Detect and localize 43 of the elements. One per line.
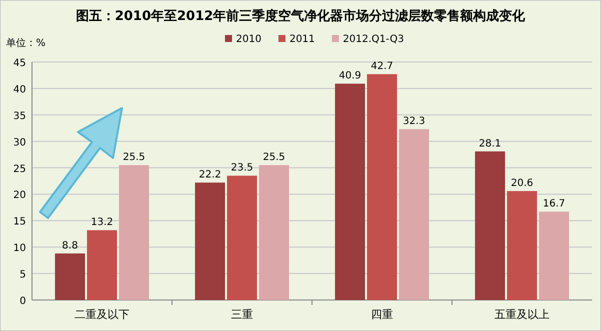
- bar: [119, 165, 149, 300]
- x-tick-label: 三重: [231, 308, 253, 321]
- y-tick-label: 20: [13, 190, 26, 202]
- bar: [367, 74, 397, 300]
- x-tick-label: 四重: [371, 308, 393, 321]
- text: 单位：%: [6, 37, 46, 49]
- chart-title: 图五：2010年至2012年前三季度空气净化器市场分过滤层数零售额构成变化: [76, 8, 526, 24]
- y-tick-label: 45: [13, 58, 26, 69]
- data-label: 8.8: [62, 240, 78, 252]
- bar: [399, 129, 429, 300]
- data-label: 42.7: [370, 61, 394, 72]
- bar: [507, 191, 537, 300]
- bar: [195, 182, 225, 300]
- legend-label: 2010: [236, 34, 262, 45]
- data-label: 20.6: [510, 178, 534, 190]
- y-tick-label: 0: [20, 296, 26, 307]
- data-label: 40.9: [338, 70, 362, 82]
- y-tick-label: 10: [13, 243, 26, 254]
- bar: [475, 151, 505, 300]
- data-label: 32.3: [402, 116, 426, 128]
- data-label: 25.5: [122, 152, 146, 164]
- data-label: 13.2: [90, 217, 114, 228]
- data-label: 28.1: [478, 138, 502, 150]
- legend-label: 2011: [289, 34, 315, 45]
- bar: [335, 84, 365, 300]
- bar: [87, 230, 117, 300]
- bar: [55, 253, 85, 300]
- data-label: 23.5: [230, 162, 254, 174]
- y-tick-label: 35: [13, 110, 26, 122]
- y-tick-label: 5: [20, 270, 26, 281]
- data-label: 16.7: [542, 198, 566, 210]
- bar: [539, 212, 569, 300]
- x-tick-label: 二重及以下: [74, 308, 130, 321]
- data-label: 22.2: [198, 170, 222, 181]
- data-label: 25.5: [262, 152, 286, 164]
- y-tick-label: 30: [13, 137, 26, 148]
- x-tick-label: 五重及以上: [494, 308, 550, 321]
- legend-label: 2012.Q1-Q3: [342, 34, 404, 45]
- bar: [259, 165, 289, 300]
- y-tick-label: 40: [13, 84, 26, 96]
- bar: [227, 176, 257, 300]
- y-tick-label: 25: [13, 164, 26, 175]
- y-tick-label: 15: [13, 216, 26, 228]
